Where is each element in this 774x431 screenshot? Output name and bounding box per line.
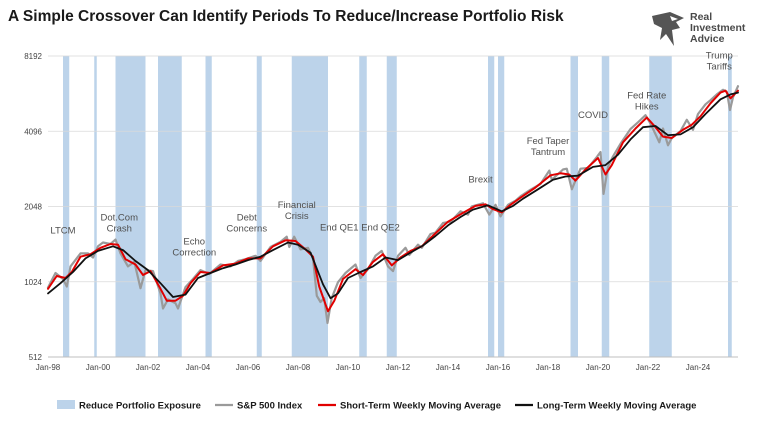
- annotation-8: Fed Taper Tantrum: [527, 136, 570, 158]
- shade-band-6: [291, 56, 328, 357]
- y-axis: 512 1024 2048 4096 8192: [24, 52, 42, 362]
- annotation-line: Brexit: [468, 175, 493, 186]
- x-tick-label-3: Jan-04: [186, 363, 211, 372]
- annotations: LTCM Dot.Com Crash Echo Correction Debt Concer…: [50, 51, 732, 259]
- annotation-5: End QE1: [320, 223, 359, 234]
- y-tick-label-1: 1024: [24, 278, 42, 287]
- shade-band-4: [205, 56, 212, 357]
- brand-line-3: Advice: [690, 33, 725, 45]
- shade-band-11: [570, 56, 578, 357]
- shade-band-10: [498, 56, 505, 357]
- annotation-3: Debt Concerns: [226, 213, 267, 235]
- legend-label-2: Short-Term Weekly Moving Average: [340, 401, 501, 412]
- annotation-line: Correction: [172, 248, 216, 259]
- annotation-line: End QE2: [361, 223, 400, 234]
- shade-band-3: [158, 56, 182, 357]
- legend-label-3: Long-Term Weekly Moving Average: [537, 401, 696, 412]
- annotation-line: Trump: [706, 51, 733, 62]
- x-tick-label-12: Jan-22: [636, 363, 661, 372]
- annotation-6: End QE2: [361, 223, 400, 234]
- shade-band-1: [94, 56, 97, 357]
- annotation-line: Crash: [107, 224, 132, 235]
- brand-line-2: Investment: [690, 22, 746, 34]
- shade-band-2: [115, 56, 146, 357]
- x-axis: Jan-98 Jan-00 Jan-02 Jan-04 Jan-06 Jan-08 Jan-…: [36, 363, 711, 372]
- chart-title: A Simple Crossover Can Identify Periods …: [8, 8, 564, 25]
- annotation-line: End QE1: [320, 223, 359, 234]
- annotation-line: Fed Rate: [627, 90, 666, 101]
- x-tick-label-1: Jan-00: [86, 363, 111, 372]
- annotation-4: Financial Crisis: [278, 200, 316, 222]
- series-lines: [46, 85, 740, 325]
- brand-logo: Real Investment Advice: [650, 10, 766, 50]
- x-tick-label-9: Jan-16: [486, 363, 511, 372]
- annotation-10: Fed Rate Hikes: [627, 90, 666, 112]
- annotation-line: Debt: [237, 213, 257, 224]
- series-line-2: [47, 91, 739, 300]
- x-tick-label-11: Jan-20: [586, 363, 611, 372]
- brand-line-1: Real: [690, 11, 713, 23]
- x-tick-label-8: Jan-14: [436, 363, 461, 372]
- series-line-0: [46, 85, 740, 325]
- legend-swatch-0: [57, 400, 75, 409]
- annotation-line: Financial: [278, 200, 316, 211]
- shade-band-13: [649, 56, 672, 357]
- annotation-line: Hikes: [635, 101, 659, 112]
- shade-band-5: [256, 56, 262, 357]
- x-tick-label-0: Jan-98: [36, 363, 61, 372]
- shaded-periods: [63, 56, 732, 357]
- annotation-line: Concerns: [226, 224, 267, 235]
- gridlines: [48, 55, 738, 358]
- y-tick-label-4: 8192: [24, 52, 42, 61]
- x-tick-label-13: Jan-24: [686, 363, 711, 372]
- x-tick-label-5: Jan-08: [286, 363, 311, 372]
- annotation-11: Trump Tariffs: [706, 51, 733, 73]
- x-tick-label-10: Jan-18: [536, 363, 561, 372]
- y-tick-label-0: 512: [29, 353, 43, 362]
- annotation-line: Crisis: [285, 211, 309, 222]
- legend-label-1: S&P 500 Index: [237, 401, 303, 412]
- annotation-0: LTCM: [50, 225, 75, 236]
- x-tick-label-2: Jan-02: [136, 363, 161, 372]
- eagle-icon: [652, 12, 684, 46]
- shade-band-8: [386, 56, 397, 357]
- legend-label-0: Reduce Portfolio Exposure: [79, 401, 201, 412]
- annotation-line: Echo: [183, 237, 205, 248]
- annotation-line: COVID: [578, 110, 608, 121]
- annotation-line: Tariffs: [707, 62, 732, 73]
- annotation-line: LTCM: [50, 225, 75, 236]
- y-tick-label-2: 2048: [24, 203, 42, 212]
- annotation-9: COVID: [578, 110, 608, 121]
- legend: Reduce Portfolio Exposure S&P 500 Index Sh…: [57, 400, 696, 412]
- annotation-line: Tantrum: [531, 147, 565, 158]
- annotation-2: Echo Correction: [172, 237, 216, 259]
- annotation-7: Brexit: [468, 175, 493, 186]
- annotation-1: Dot.Com Crash: [101, 213, 139, 235]
- annotation-line: Fed Taper: [527, 136, 570, 147]
- shade-band-12: [601, 56, 610, 357]
- x-tick-label-7: Jan-12: [386, 363, 411, 372]
- brand-name: Real Investment Advice: [690, 12, 745, 45]
- x-tick-label-4: Jan-06: [236, 363, 261, 372]
- y-tick-label-3: 4096: [24, 127, 42, 136]
- shade-band-0: [63, 56, 70, 357]
- annotation-line: Dot.Com: [101, 213, 139, 224]
- shade-band-7: [359, 56, 367, 357]
- series-line-1: [47, 89, 739, 313]
- shade-band-14: [728, 56, 732, 357]
- shade-band-9: [488, 56, 495, 357]
- x-tick-label-6: Jan-10: [336, 363, 361, 372]
